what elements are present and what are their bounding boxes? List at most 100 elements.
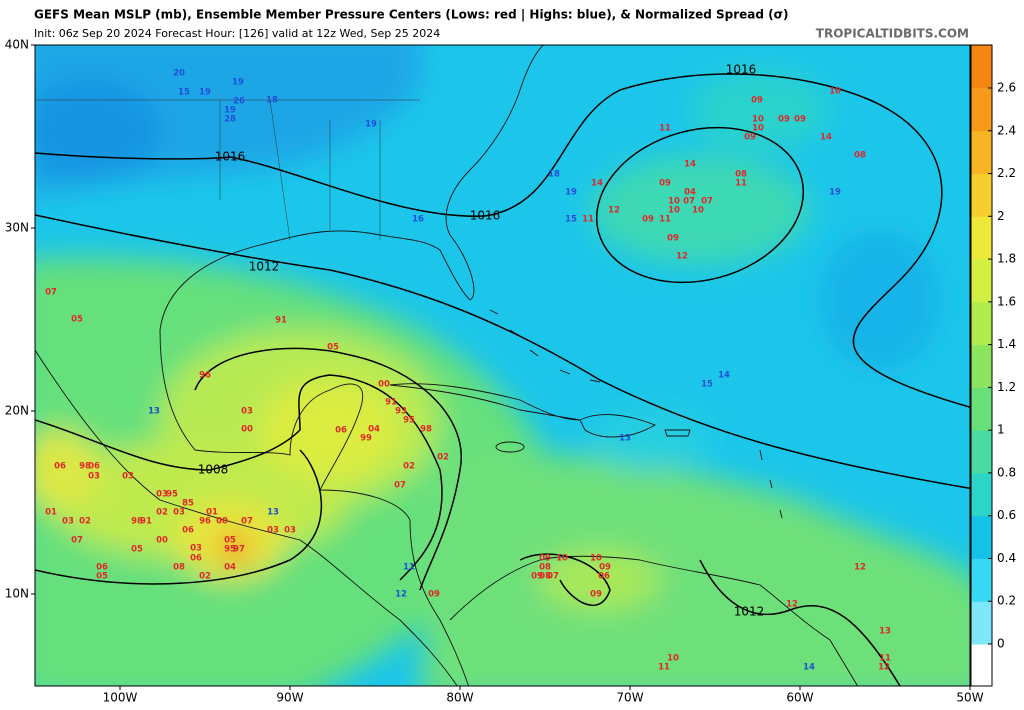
low-center: 02 bbox=[199, 572, 211, 582]
lat-label: 20N bbox=[5, 404, 29, 418]
low-center: 03 bbox=[88, 472, 100, 482]
low-center: 08 bbox=[735, 170, 747, 180]
low-center: 10 bbox=[692, 206, 704, 216]
high-center: 11 bbox=[403, 563, 415, 573]
low-center: 11 bbox=[659, 215, 671, 225]
low-center: 07 bbox=[241, 517, 253, 527]
low-center: 95 bbox=[166, 490, 178, 500]
low-center: 05 bbox=[71, 315, 83, 325]
low-center: 02 bbox=[403, 462, 415, 472]
low-center: 07 bbox=[394, 481, 406, 491]
isobar-label: 1012 bbox=[734, 605, 765, 619]
low-center: 09 bbox=[778, 115, 790, 125]
lon-label: 70W bbox=[616, 691, 643, 705]
high-center: 18 bbox=[266, 96, 278, 106]
low-center: 08 bbox=[539, 563, 551, 573]
low-center: 02 bbox=[79, 517, 91, 527]
low-center: 10 bbox=[667, 654, 679, 664]
lon-label: 90W bbox=[276, 691, 303, 705]
low-center: 96 bbox=[199, 371, 211, 381]
low-center: 13 bbox=[879, 627, 891, 637]
low-center: 09 bbox=[539, 554, 551, 564]
high-center: 19 bbox=[829, 188, 841, 198]
colorbar-bin bbox=[971, 259, 992, 303]
low-center: 06 bbox=[54, 462, 66, 472]
high-center: 19 bbox=[565, 188, 577, 198]
low-center: 10 bbox=[556, 554, 568, 564]
site-credit: TROPICALTIDBITS.COM bbox=[816, 27, 969, 41]
colorbar-label: 2 bbox=[997, 209, 1005, 223]
lon-label: 60W bbox=[786, 691, 813, 705]
colorbar-bin bbox=[971, 216, 992, 260]
colorbar-frame bbox=[970, 44, 993, 687]
colorbar-label: 1.6 bbox=[997, 294, 1016, 308]
lat-label: 40N bbox=[5, 38, 29, 52]
low-center: 02 bbox=[156, 508, 168, 518]
low-center: 10 bbox=[590, 554, 602, 564]
high-center: 20 bbox=[173, 69, 185, 79]
isobar-label: 1016 bbox=[726, 63, 757, 77]
low-center: 10 bbox=[829, 87, 841, 97]
colorbar: 2.6 2.4 2.2 2 1.8 1.6 1.4 1.2 1 0.8 0.6 0.4 0.2 0 bbox=[970, 44, 1016, 687]
low-center: 05 bbox=[96, 572, 108, 582]
high-center: 14 bbox=[803, 663, 815, 673]
low-center: 06 bbox=[598, 572, 610, 582]
colorbar-label: 1 bbox=[997, 423, 1005, 437]
low-center: 11 bbox=[735, 179, 747, 189]
low-center: 11 bbox=[879, 654, 891, 664]
title: GEFS Mean MSLP (mb), Ensemble Member Pre… bbox=[34, 8, 788, 22]
low-center: 04 bbox=[684, 188, 696, 198]
low-center: 08 bbox=[173, 563, 185, 573]
lon-label: 80W bbox=[446, 691, 473, 705]
lat-label: 30N bbox=[5, 221, 29, 235]
low-center: 03 bbox=[156, 490, 168, 500]
colorbar-bin bbox=[971, 45, 992, 88]
isobar-label: 1008 bbox=[198, 463, 229, 477]
isobars bbox=[35, 73, 970, 686]
high-center: 19 bbox=[232, 78, 244, 88]
lat-label: 10N bbox=[5, 587, 29, 601]
colorbar-bin bbox=[971, 515, 992, 559]
colorbar-label: 2.2 bbox=[997, 166, 1016, 180]
high-center: 26 bbox=[233, 97, 245, 107]
colorbar-label: 2.4 bbox=[997, 123, 1016, 137]
low-center: 00 bbox=[241, 425, 253, 435]
high-center: 18 bbox=[548, 170, 560, 180]
colorbar-label: 2.6 bbox=[997, 80, 1016, 94]
low-center: 02 bbox=[437, 453, 449, 463]
low-center: 11 bbox=[658, 663, 670, 673]
low-center: 91 bbox=[140, 517, 152, 527]
high-center: 19 bbox=[199, 88, 211, 98]
low-center: 05 bbox=[131, 545, 143, 555]
high-center: 16 bbox=[412, 215, 424, 225]
high-center: 15 bbox=[565, 215, 577, 225]
colorbar-bin bbox=[971, 601, 992, 645]
high-center: 19 bbox=[365, 120, 377, 130]
colorbar-bin bbox=[971, 87, 992, 132]
colorbar-bin bbox=[971, 644, 992, 686]
low-center: 85 bbox=[182, 499, 194, 509]
low-center: 09 bbox=[659, 179, 671, 189]
low-center: 03 bbox=[267, 526, 279, 536]
low-center: 07 bbox=[71, 536, 83, 546]
colorbar-bin bbox=[971, 430, 992, 474]
high-center: 19 bbox=[224, 106, 236, 116]
low-center: 06 bbox=[96, 563, 108, 573]
colorbar-label: 1.2 bbox=[997, 380, 1016, 394]
isobar-label: 1016 bbox=[215, 150, 246, 164]
low-center: 09 bbox=[667, 234, 679, 244]
low-center: 09 bbox=[599, 563, 611, 573]
colorbar-bin bbox=[971, 130, 992, 175]
low-center: 04 bbox=[224, 563, 236, 573]
low-center: 97 bbox=[233, 545, 245, 555]
low-center: 09 bbox=[794, 115, 806, 125]
colorbar-bin bbox=[971, 344, 992, 388]
colorbar-bin bbox=[971, 173, 992, 217]
colorbar-label: 0.4 bbox=[997, 551, 1016, 565]
low-center: 09 bbox=[531, 572, 543, 582]
low-center: 96 bbox=[199, 517, 211, 527]
low-center: 00 bbox=[216, 517, 228, 527]
low-center: 06 bbox=[190, 554, 202, 564]
